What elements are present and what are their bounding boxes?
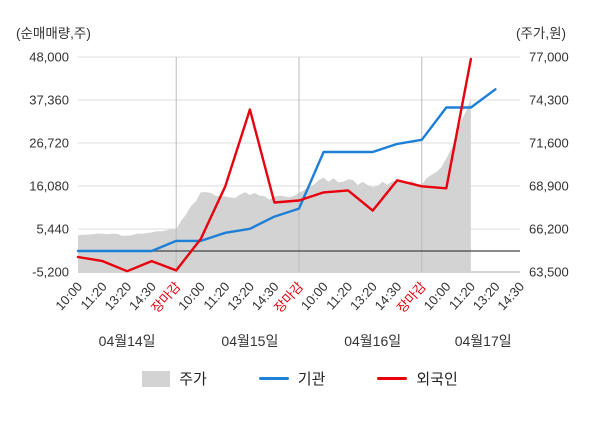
day-labels: 04월14일 04월15일 04월16일 04월17일 [99,333,512,349]
legend-item-foreigner: 외국인 [377,368,458,389]
svg-text:04월14일: 04월14일 [99,333,156,349]
legend-label-foreigner: 외국인 [416,371,458,388]
svg-text:74,300: 74,300 [529,93,569,108]
svg-text:13:20: 13:20 [347,279,380,313]
day-separators [175,57,423,272]
svg-text:04월17일: 04월17일 [455,333,512,349]
svg-text:13:20: 13:20 [101,279,134,313]
svg-text:10:00: 10:00 [52,279,85,313]
y-axis-right-labels: 77,000 74,300 71,600 68,900 66,200 63,500 [529,50,569,280]
legend: 주가 기관 외국인 [0,368,600,389]
right-axis-title: (주가,원) [515,26,566,41]
left-axis-title: (순매매량,주) [16,26,91,41]
price-area [78,98,471,272]
svg-text:63,500: 63,500 [529,265,569,280]
svg-text:13:20: 13:20 [470,279,503,313]
svg-text:26,720: 26,720 [29,136,69,151]
svg-text:68,900: 68,900 [529,179,569,194]
x-tick-labels: 10:0011:2013:2014:30장마감10:0011:2013:2014… [52,279,527,316]
foreigner-line [76,57,473,273]
svg-text:-5,200: -5,200 [32,265,69,280]
price-area-swatch [142,370,171,387]
svg-text:10:00: 10:00 [421,279,454,313]
svg-text:04월15일: 04월15일 [221,333,278,349]
svg-text:04월16일: 04월16일 [344,333,401,349]
svg-text:14:30: 14:30 [494,279,527,313]
foreigner-line-swatch [377,376,408,381]
legend-item-price: 주가 [142,368,207,389]
y-axis-left-labels: 48,000 37,360 26,720 16,080 5,440 -5,200 [29,50,69,280]
svg-text:71,600: 71,600 [529,136,569,151]
institution-line-swatch [258,376,289,381]
plot-area: 48,000 37,360 26,720 16,080 5,440 -5,200 77,00… [29,50,569,350]
svg-text:77,000: 77,000 [529,50,569,65]
svg-text:10:00: 10:00 [298,279,331,313]
legend-label-institution: 기관 [297,371,326,388]
legend-item-institution: 기관 [258,368,326,389]
svg-text:37,360: 37,360 [29,93,69,108]
svg-text:16,080: 16,080 [29,179,69,194]
svg-text:66,200: 66,200 [529,222,569,237]
institution-line [76,88,497,253]
svg-text:13:20: 13:20 [224,279,257,313]
legend-label-price: 주가 [179,371,207,388]
svg-text:48,000: 48,000 [29,50,69,65]
svg-text:5,440: 5,440 [36,222,69,237]
svg-text:10:00: 10:00 [175,279,208,313]
